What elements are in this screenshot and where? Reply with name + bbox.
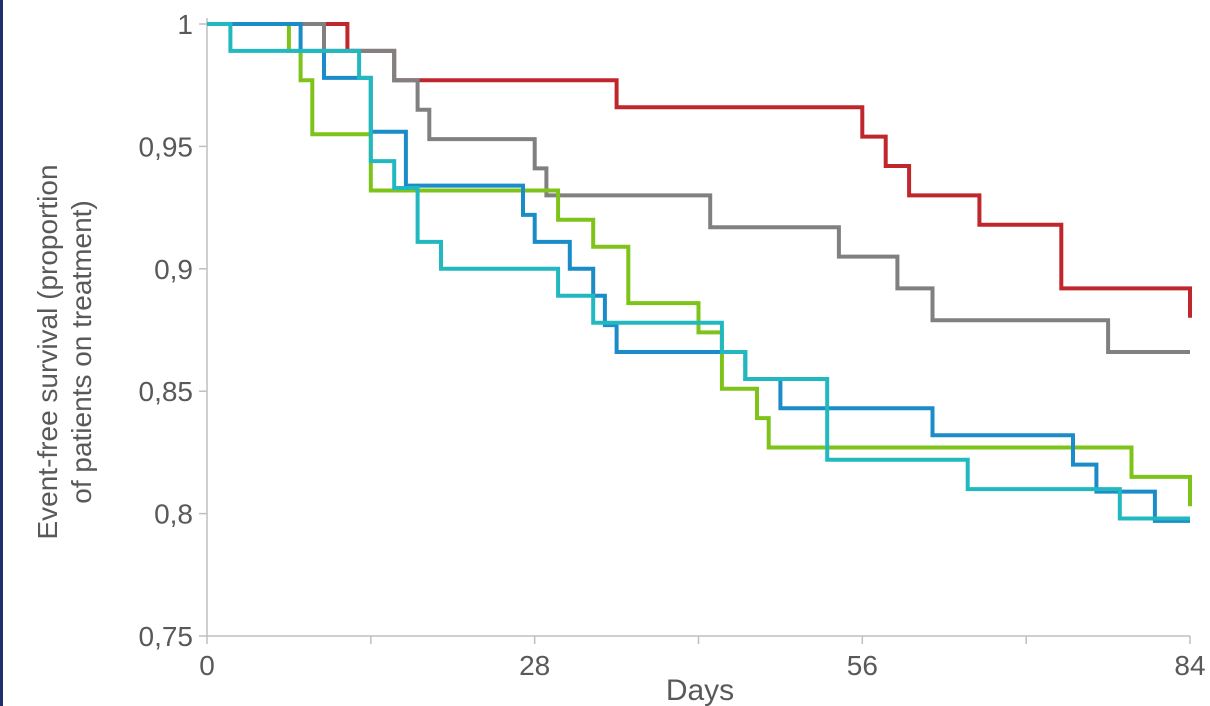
y-axis-title-line: Event-free survival (proportion — [32, 164, 63, 539]
y-tick-label: 0,75 — [139, 621, 194, 652]
y-tick-label: 0,8 — [154, 499, 193, 530]
y-tick-label: 1 — [177, 9, 193, 40]
series-line-5 — [207, 22, 1190, 521]
y-tick-label: 0,9 — [154, 254, 193, 285]
x-tick-label: 28 — [519, 650, 550, 681]
y-tick-label: 0,95 — [139, 131, 194, 162]
y-axis-title: Event-free survival (proportion of patien… — [32, 164, 97, 539]
slide-left-border — [0, 0, 3, 706]
series-layer — [207, 22, 1192, 523]
y-tick-label: 0,85 — [139, 376, 194, 407]
chart-axes — [199, 18, 1191, 644]
y-axis-title-line: of patients on treatment) — [66, 200, 97, 504]
x-tick-label: 84 — [1174, 650, 1205, 681]
x-tick-label: 56 — [847, 650, 878, 681]
x-tick-label: 0 — [199, 650, 215, 681]
series-line-1 — [207, 22, 1192, 318]
x-axis-title: Days — [666, 674, 734, 706]
tick-labels: 0,75 0,8 0,85 0,9 0,95 1 0 28 56 84 — [139, 9, 1206, 681]
series-line-3 — [207, 22, 1192, 507]
series-line-2 — [207, 22, 1190, 354]
